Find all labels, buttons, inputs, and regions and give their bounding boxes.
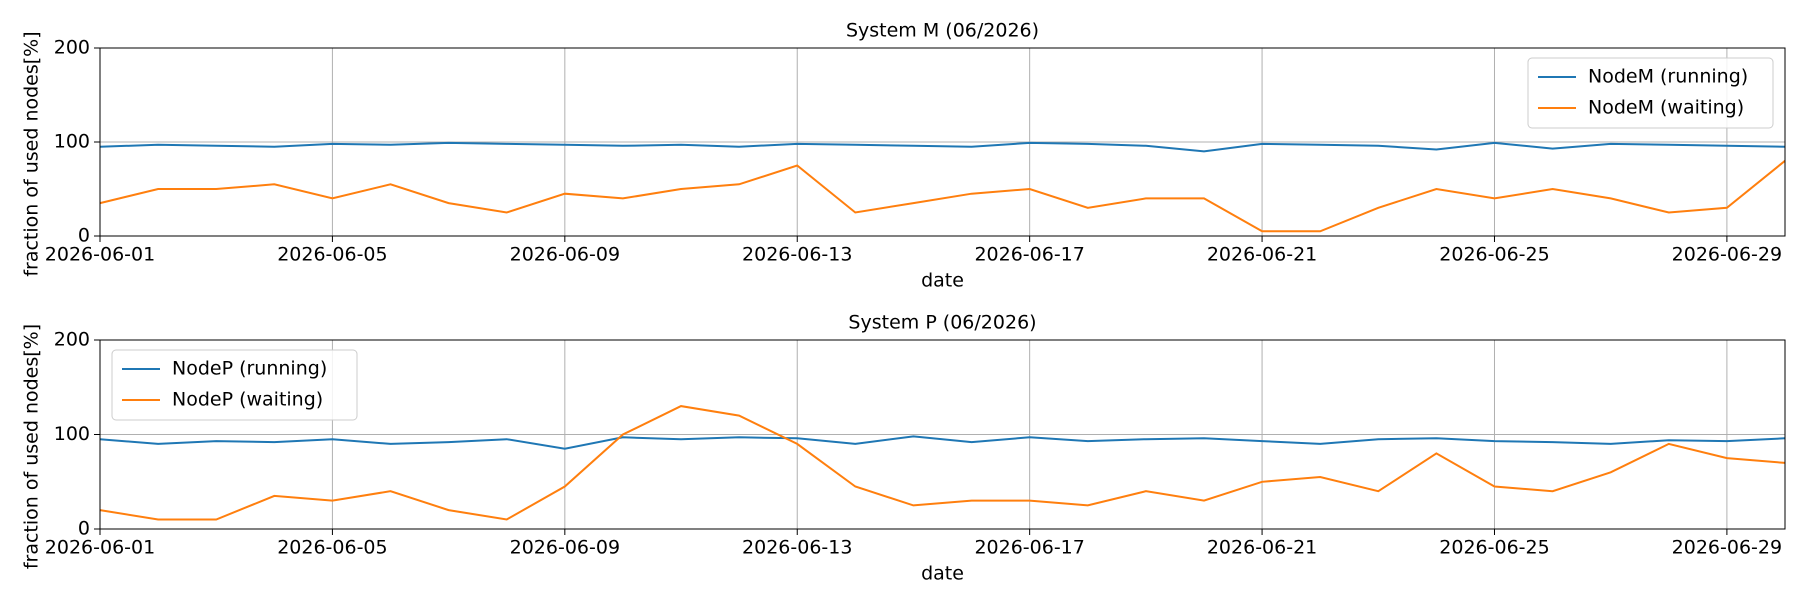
y-tick-label: 200 — [54, 329, 90, 351]
legend-label: NodeM (running) — [1588, 66, 1748, 88]
y-tick-label: 100 — [54, 423, 90, 445]
x-tick-label: 2026-06-01 — [45, 537, 155, 559]
line-series — [99, 435, 1786, 450]
x-tick-label: 2026-06-05 — [277, 244, 387, 266]
x-tick-label: 2026-06-29 — [1672, 244, 1782, 266]
legend-box — [1527, 57, 1774, 129]
x-tick-label: 2026-06-25 — [1439, 537, 1549, 559]
x-tick-label: 2026-06-29 — [1672, 537, 1782, 559]
x-tick-label: 2026-06-13 — [742, 537, 852, 559]
y-tick-label: 0 — [78, 518, 90, 540]
y-axis-label: fraction of used nodes[%] — [21, 324, 43, 569]
chart-title: System P (06/2026) — [848, 312, 1036, 334]
legend: NodeP (running) NodeP (waiting) — [111, 349, 358, 421]
line-series — [99, 141, 1786, 153]
x-tick-label: 2026-06-09 — [510, 244, 620, 266]
line-series — [99, 405, 1786, 521]
line-series — [99, 160, 1786, 233]
y-axis-label: fraction of used nodes[%] — [21, 31, 43, 276]
legend-label: NodeP (waiting) — [172, 389, 323, 411]
x-tick-label: 2026-06-17 — [974, 537, 1084, 559]
legend-label: NodeP (running) — [172, 358, 327, 380]
x-tick-label: 2026-06-25 — [1439, 244, 1549, 266]
x-tick-label: 2026-06-09 — [510, 537, 620, 559]
x-tick-label: 2026-06-05 — [277, 537, 387, 559]
y-tick-label: 200 — [54, 37, 90, 59]
x-axis-label: date — [921, 563, 964, 585]
legend-box — [111, 349, 358, 421]
x-axis-label: date — [921, 270, 964, 292]
y-tick-label: 100 — [54, 131, 90, 153]
x-tick-label: 2026-06-01 — [45, 244, 155, 266]
x-tick-label: 2026-06-17 — [974, 244, 1084, 266]
chart-title: System M (06/2026) — [846, 20, 1039, 42]
plot-frame — [99, 47, 1786, 237]
x-tick-label: 2026-06-21 — [1207, 244, 1317, 266]
x-tick-label: 2026-06-13 — [742, 244, 852, 266]
legend-label: NodeM (waiting) — [1588, 97, 1744, 119]
plot-frame — [99, 339, 1786, 530]
x-tick-label: 2026-06-21 — [1207, 537, 1317, 559]
legend: NodeM (running) NodeM (waiting) — [1527, 57, 1774, 129]
y-tick-label: 0 — [78, 225, 90, 247]
